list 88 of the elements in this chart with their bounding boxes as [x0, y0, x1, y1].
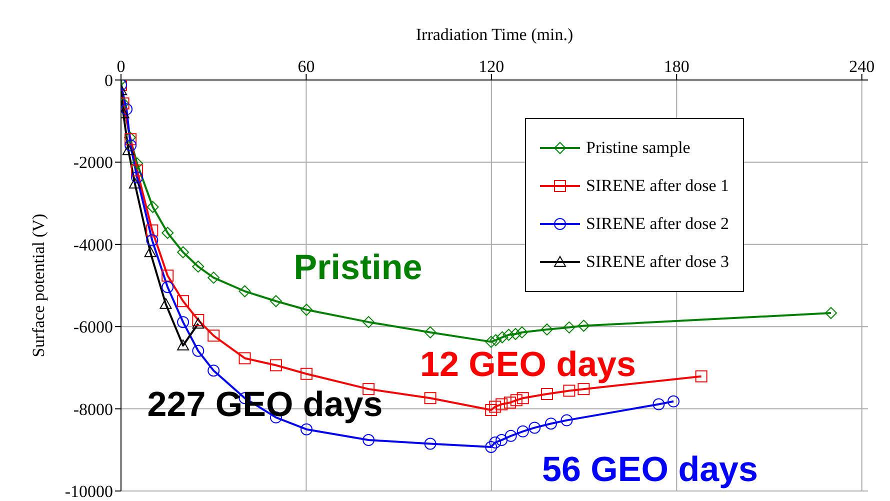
point — [496, 398, 508, 410]
point — [424, 326, 436, 338]
point — [208, 364, 220, 377]
point — [578, 383, 590, 396]
point — [131, 164, 144, 176]
point — [128, 178, 141, 188]
point — [362, 434, 375, 446]
point — [489, 436, 502, 448]
point — [516, 425, 529, 438]
point — [540, 388, 553, 400]
point — [192, 318, 204, 329]
x-tick-label: 120 — [478, 57, 504, 76]
point — [489, 400, 502, 413]
point — [362, 316, 375, 328]
point — [485, 441, 498, 454]
point — [504, 396, 516, 409]
point — [544, 418, 557, 430]
point — [270, 295, 282, 308]
point — [560, 414, 573, 426]
point — [504, 430, 517, 442]
point — [208, 272, 220, 284]
point — [578, 320, 590, 332]
point — [510, 394, 522, 406]
point — [516, 392, 529, 404]
point — [238, 285, 251, 298]
point — [300, 423, 313, 436]
annotation: Pristine — [294, 248, 422, 288]
point — [208, 330, 220, 342]
y-axis-title: Surface potential (V) — [29, 214, 48, 358]
point — [824, 307, 837, 320]
point — [496, 434, 508, 446]
point — [516, 326, 528, 338]
x-axis-title: Irradiation Time (min.) — [416, 25, 574, 44]
point — [192, 314, 204, 326]
y-tick-label: -8000 — [73, 400, 113, 419]
legend-label: Pristine sample — [586, 138, 690, 158]
x-tick-label: 180 — [664, 57, 690, 76]
point — [668, 395, 680, 408]
point — [121, 103, 133, 116]
x-tick-label: 240 — [849, 57, 875, 76]
y-tick-label: 0 — [104, 71, 113, 90]
point — [238, 352, 251, 364]
point — [192, 344, 204, 357]
point — [563, 321, 576, 334]
point — [177, 316, 190, 328]
point — [528, 422, 541, 434]
y-tick-label: -6000 — [73, 318, 113, 337]
legend-label: SIRENE after dose 2 — [586, 214, 730, 234]
point — [563, 384, 576, 397]
point — [131, 171, 144, 184]
legend-label: SIRENE after dose 3 — [586, 252, 730, 272]
point — [146, 224, 158, 236]
point — [424, 438, 436, 450]
point — [162, 270, 174, 282]
x-tick-label: 0 — [116, 57, 126, 76]
y-tick-label: -2000 — [73, 153, 113, 172]
point — [162, 226, 174, 239]
y-tick-label: -4000 — [73, 235, 113, 254]
point — [695, 370, 708, 382]
point — [192, 260, 204, 273]
point — [424, 392, 436, 404]
point — [485, 336, 498, 348]
annotation: 12 GEO days — [420, 345, 636, 385]
point — [146, 201, 159, 213]
point — [122, 144, 134, 156]
point — [300, 304, 313, 316]
point — [177, 295, 190, 308]
point — [146, 234, 158, 246]
point — [502, 328, 515, 341]
x-tick-label: 60 — [298, 57, 315, 76]
point — [160, 298, 172, 309]
point — [490, 334, 502, 346]
annotation: 56 GEO days — [542, 450, 758, 490]
legend-label: SIRENE after dose 1 — [586, 176, 730, 196]
point — [124, 139, 137, 152]
point — [144, 246, 156, 258]
point — [485, 404, 498, 416]
point — [509, 328, 522, 340]
point — [300, 368, 313, 380]
point — [131, 157, 144, 170]
point — [270, 359, 282, 372]
point — [177, 340, 190, 350]
y-tick-label: -10000 — [64, 482, 113, 501]
point — [496, 331, 508, 344]
point — [177, 246, 190, 258]
point — [540, 323, 553, 336]
point — [652, 398, 665, 410]
point — [162, 281, 174, 294]
